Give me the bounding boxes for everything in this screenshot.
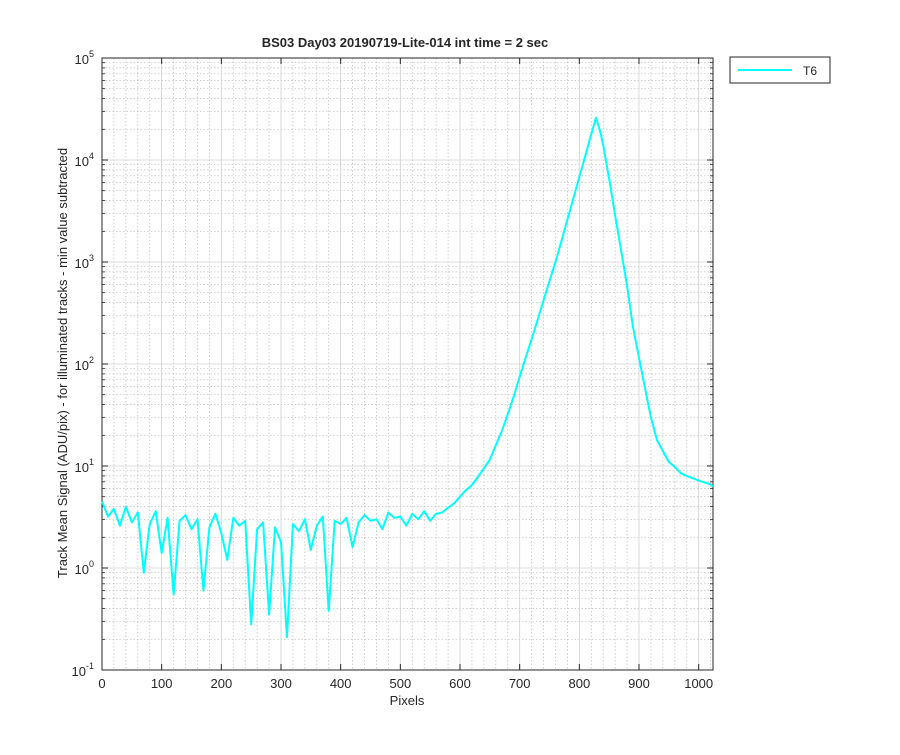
x-tick-label: 1000 (684, 676, 713, 691)
y-tick-label: 101 (75, 457, 94, 475)
x-tick-label: 100 (151, 676, 173, 691)
y-tick-label: 103 (75, 253, 94, 271)
axis-ticks (101, 57, 713, 671)
y-tick-label: 102 (75, 355, 94, 373)
series-line-t6 (101, 116, 714, 639)
y-tick-label: 105 (75, 49, 94, 67)
series-layer (101, 116, 714, 639)
tick-labels: 0 100 200 300 400 500 600 700 800 900 1000 10-1 100 1… (72, 49, 714, 691)
x-tick-label: 500 (389, 676, 411, 691)
y-axis-label: Track Mean Signal (ADU/pix) - for illumi… (55, 148, 70, 578)
x-tick-label: 800 (568, 676, 590, 691)
y-tick-label: 104 (75, 151, 94, 169)
x-tick-label: 600 (449, 676, 471, 691)
x-axis-label: Pixels (390, 693, 425, 708)
x-tick-label: 900 (628, 676, 650, 691)
x-tick-label: 400 (330, 676, 352, 691)
chart-title: BS03 Day03 20190719-Lite-014 int time = … (262, 35, 549, 50)
x-tick-label: 200 (210, 676, 232, 691)
x-tick-label: 300 (270, 676, 292, 691)
y-tick-label: 100 (75, 559, 94, 577)
x-tick-label: 0 (98, 676, 105, 691)
x-tick-label: 700 (509, 676, 531, 691)
y-tick-label: 10-1 (72, 661, 94, 679)
legend: T6 (729, 56, 831, 84)
legend-label-t6: T6 (803, 64, 817, 78)
